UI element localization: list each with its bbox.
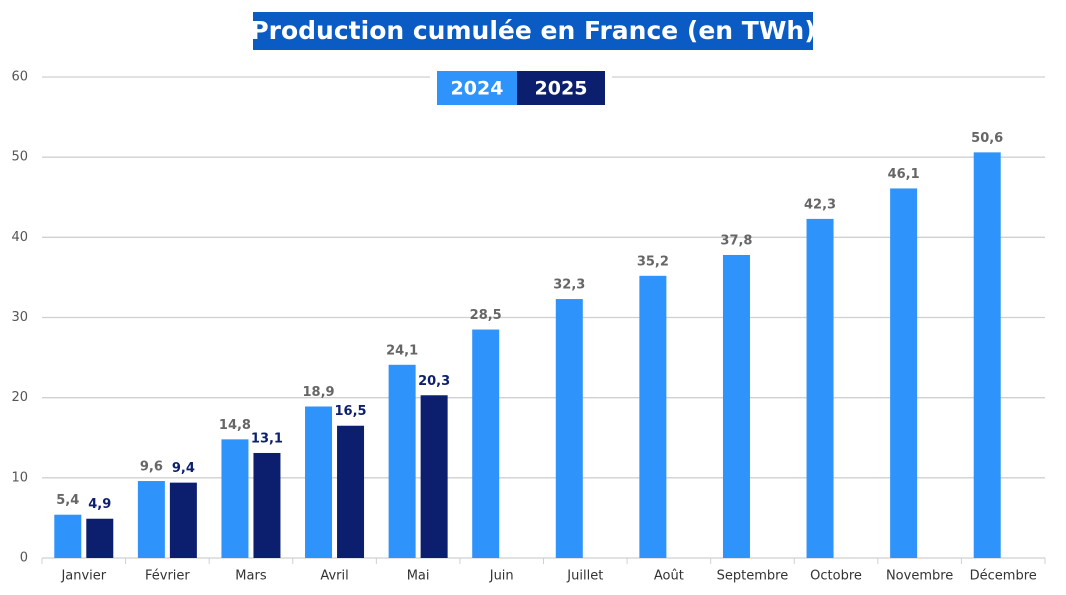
bar [555, 299, 583, 558]
bar [305, 406, 333, 558]
bar [86, 518, 114, 558]
bar [806, 218, 834, 558]
y-tick-label: 30 [11, 310, 28, 325]
value-label: 4,9 [88, 497, 111, 512]
value-label: 24,1 [386, 343, 418, 358]
bar [54, 514, 82, 558]
x-tick-label: Juin [489, 569, 514, 584]
bar [639, 275, 667, 558]
legend-label: 2025 [535, 78, 588, 100]
bar [137, 481, 165, 558]
value-label: 5,4 [56, 493, 79, 508]
value-label: 42,3 [804, 197, 836, 212]
value-label: 9,4 [172, 461, 195, 476]
value-label: 14,8 [219, 418, 251, 433]
value-label: 16,5 [335, 404, 367, 419]
x-tick-label: Juillet [566, 569, 603, 584]
bar [169, 482, 197, 558]
value-label: 20,3 [418, 374, 450, 389]
bar [420, 395, 448, 558]
y-tick-label: 20 [11, 390, 28, 405]
x-tick-label: Janvier [60, 569, 106, 584]
x-tick-label: Mars [235, 569, 267, 584]
chart-title: Production cumulée en France (en TWh) [250, 16, 815, 45]
y-tick-label: 50 [11, 150, 28, 165]
title-box [253, 12, 813, 50]
bar [337, 425, 365, 558]
bar [973, 152, 1001, 558]
value-label: 32,3 [553, 278, 585, 293]
y-tick-label: 60 [11, 70, 28, 85]
value-label: 28,5 [470, 308, 502, 323]
x-tick-label: Février [145, 569, 190, 584]
legend-swatch [437, 71, 517, 105]
x-tick-label: Mai [407, 569, 430, 584]
value-label: 18,9 [303, 385, 335, 400]
x-tick-label: Avril [320, 569, 348, 584]
value-label: 46,1 [888, 167, 920, 182]
y-tick-label: 10 [11, 470, 28, 485]
value-label: 37,8 [720, 233, 752, 248]
y-tick-label: 0 [20, 551, 28, 566]
x-tick-label: Septembre [717, 569, 789, 584]
y-tick-label: 40 [11, 230, 28, 245]
x-tick-label: Octobre [810, 569, 862, 584]
bar [890, 188, 918, 558]
x-tick-label: Décembre [970, 569, 1037, 584]
x-tick-label: Août [654, 569, 684, 584]
bar [388, 364, 416, 558]
value-label: 50,6 [971, 131, 1003, 146]
value-label: 9,6 [140, 460, 163, 475]
x-tick-label: Novembre [886, 569, 953, 584]
value-label: 35,2 [637, 254, 669, 269]
bar [472, 329, 500, 558]
legend-label: 2024 [451, 78, 504, 100]
legend-swatch [517, 71, 605, 105]
bar [253, 452, 281, 558]
value-label: 13,1 [251, 431, 283, 446]
bar [722, 254, 750, 558]
bar [221, 439, 249, 558]
